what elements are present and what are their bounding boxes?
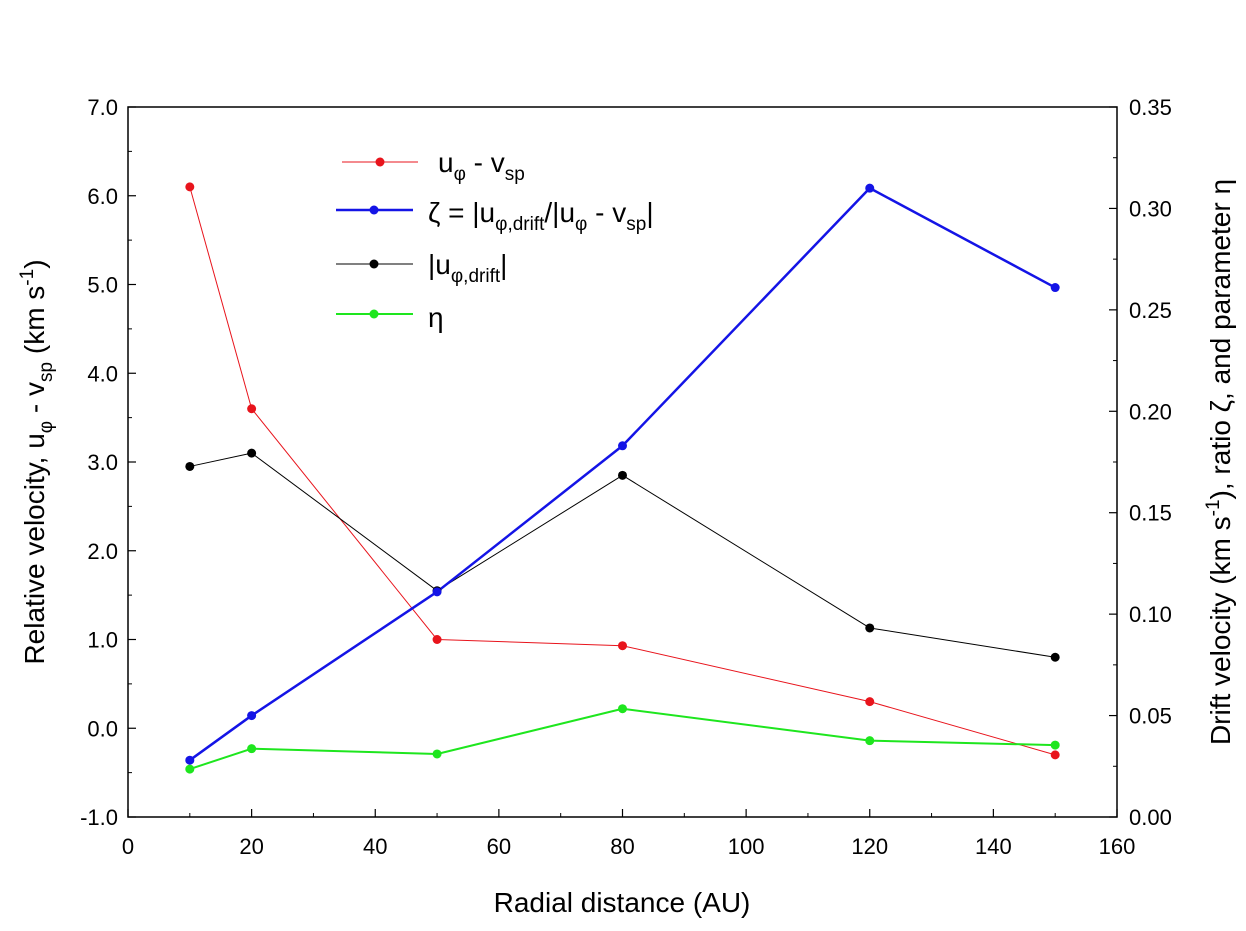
point-zeta [1050,283,1060,293]
x-tick-label: 140 [975,834,1012,859]
y-right-tick-label: 0.15 [1129,501,1172,526]
legend-label-zeta: ζ = |uφ,drift/|uφ - vsp| [428,197,654,235]
y-left-tick-label: 3.0 [87,450,118,475]
x-tick-label: 120 [851,834,888,859]
legend-marker-eta [369,309,379,319]
y-left-tick-label: 2.0 [87,539,118,564]
x-tick-label: 0 [122,834,134,859]
series-line-zeta [189,186,1056,762]
y-left-tick-label: 5.0 [87,273,118,298]
point-u-phi-minus-vsp [247,404,257,414]
point-u-phi-minus-vsp [185,182,195,192]
y-left-tick-label: 7.0 [87,95,118,120]
point-zeta [247,711,257,721]
legend: uφ - vsp ζ = |uφ,drift/|uφ - vsp| |uφ,dr… [336,147,654,333]
point-u-phi-drift [618,470,627,480]
legend-marker-zeta [369,205,379,215]
x-tick-label: 60 [487,834,511,859]
point-eta [432,749,442,759]
point-u-phi-drift [185,461,195,471]
y-right-tick-label: 0.20 [1129,399,1172,424]
point-u-phi-minus-vsp [432,635,442,644]
legend-marker-u-phi [375,157,385,167]
point-u-phi-minus-vsp [1050,750,1060,760]
legend-marker-u-drift [369,259,379,269]
y-right-tick-label: 0.25 [1129,298,1172,323]
x-axis-title: Radial distance (AU) [494,887,751,918]
point-zeta [185,755,195,765]
point-zeta [865,183,875,193]
y-left-tick-label: 0.0 [87,716,118,741]
point-eta [865,736,875,746]
y-right-tick-label: 0.35 [1129,95,1172,120]
point-eta [185,764,195,774]
point-u-phi-drift [865,623,875,633]
y-axis-right-title: Drift velocity (km s-1), ratio ζ, and pa… [1203,179,1236,745]
x-tick-label: 100 [728,834,765,859]
x-tick-label: 80 [610,834,634,859]
point-eta [1050,740,1060,750]
y-left-tick-label: -1.0 [80,805,118,830]
point-u-phi-minus-vsp [618,641,627,651]
series-line-u-phi-drift [189,452,1056,658]
y-right-tick-label: 0.30 [1129,196,1172,221]
x-tick-label: 20 [239,834,263,859]
series-line-u-phi-minus-vsp [189,186,1056,756]
y-right-tick-label: 0.10 [1129,602,1172,627]
legend-label-u-drift: |uφ,drift| [428,249,507,287]
point-zeta [432,587,442,597]
y-left-tick-label: 6.0 [87,184,118,209]
point-u-phi-drift [247,448,257,458]
legend-label-u-phi: uφ - vsp [438,147,525,185]
legend-label-eta: η [428,302,444,333]
y-left-tick-label: 1.0 [87,628,118,653]
point-zeta [618,441,627,451]
y-right-tick-label: 0.00 [1129,805,1172,830]
point-u-phi-drift [1050,652,1060,662]
y-right-tick-label: 0.05 [1129,704,1172,729]
y-left-tick-label: 4.0 [87,361,118,386]
point-eta [618,704,627,714]
point-u-phi-minus-vsp [865,697,875,707]
x-tick-label: 160 [1099,834,1136,859]
y-axis-left-title: Relative velocity, uφ - vsp (km s-1) [17,259,57,664]
x-tick-label: 40 [363,834,387,859]
point-eta [247,744,257,754]
series-line-eta [189,707,1056,771]
